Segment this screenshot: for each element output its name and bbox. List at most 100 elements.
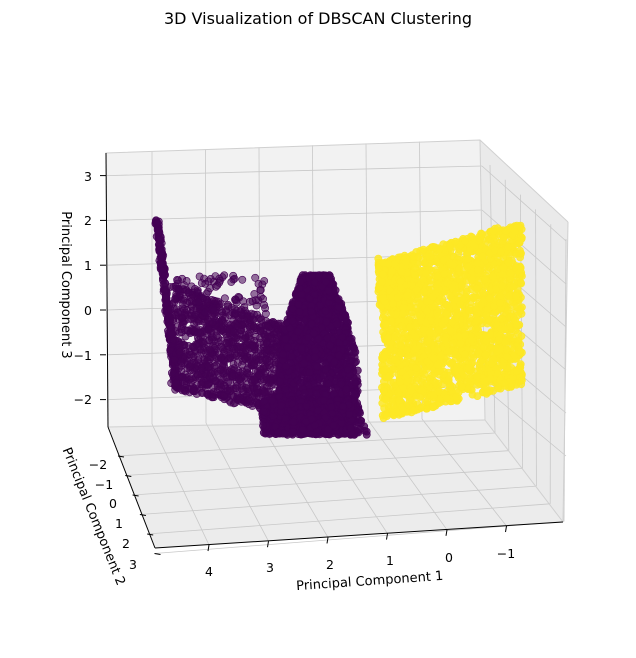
scatter-point	[346, 423, 355, 432]
scatter-point	[235, 393, 244, 402]
scatter-point	[343, 365, 352, 374]
grid-line-x	[365, 143, 369, 421]
scatter-point	[205, 345, 214, 354]
scatter-point	[248, 341, 257, 350]
x-tick	[505, 525, 507, 533]
scatter-point	[204, 325, 213, 334]
scatter-point	[324, 379, 333, 388]
scatter-point	[181, 332, 190, 341]
scatter-point	[197, 279, 206, 288]
scatter-point	[198, 388, 206, 397]
scatter-point	[216, 366, 225, 375]
scatter-point	[186, 362, 195, 371]
scatter-point	[307, 320, 316, 328]
y-axis-line	[107, 426, 156, 549]
scatter-point	[204, 380, 212, 389]
scatter-point	[193, 286, 202, 295]
scatter-point	[309, 329, 318, 338]
scatter-point	[345, 410, 354, 419]
scatter-point	[262, 345, 271, 354]
scatter-point	[222, 373, 231, 382]
grid-line-z	[481, 209, 567, 285]
scatter-point	[311, 353, 319, 362]
floor-pane	[108, 420, 563, 548]
scatter-point	[261, 368, 270, 377]
scatter-point	[208, 318, 217, 326]
scatter-point	[233, 381, 241, 390]
scatter-point	[160, 271, 169, 280]
scatter-point	[245, 329, 253, 338]
scatter-point	[294, 300, 303, 309]
scatter-point	[260, 277, 269, 285]
scatter-point	[212, 327, 221, 336]
scatter-point	[301, 417, 310, 426]
scatter-point	[154, 226, 163, 235]
scatter-point	[169, 317, 177, 325]
scatter-point	[297, 290, 306, 299]
grid-line-z	[106, 165, 483, 176]
scatter-point	[338, 333, 347, 342]
scatter-point	[254, 370, 263, 379]
scatter-point	[198, 337, 207, 346]
scatter-point	[170, 355, 179, 364]
scatter-point	[162, 293, 171, 302]
scatter-point	[189, 353, 198, 362]
y-tick	[125, 475, 132, 477]
scatter-point	[260, 397, 268, 406]
grid-line-z	[481, 165, 567, 242]
grid-line-y	[117, 432, 496, 457]
scatter-point	[321, 278, 330, 286]
scatter-point	[250, 290, 259, 298]
scatter-point	[243, 313, 252, 321]
scatter-point	[200, 308, 209, 317]
scatter-point	[183, 306, 191, 315]
z-axis-line	[105, 152, 109, 428]
scatter-point	[314, 335, 323, 343]
scatter-point	[279, 350, 287, 359]
scatter-point	[245, 297, 254, 306]
scatter-point	[350, 344, 359, 353]
scatter-point	[262, 338, 271, 347]
scatter-point	[296, 278, 305, 286]
scatter-point	[351, 378, 360, 387]
y-tick	[132, 494, 139, 497]
scatter-point	[220, 271, 229, 280]
scatter-point	[302, 402, 311, 411]
scatter-point	[300, 388, 309, 397]
scatter-point	[266, 378, 275, 387]
grid-line-x	[205, 422, 269, 542]
scatter-point	[177, 325, 186, 333]
scatter-point	[288, 399, 296, 408]
scatter-point	[232, 352, 241, 360]
scatter-point	[259, 294, 267, 303]
scatter-point	[220, 294, 229, 303]
y-tick	[117, 455, 125, 458]
scatter-point	[298, 425, 307, 434]
scatter-point	[238, 275, 247, 284]
scatter-point	[294, 327, 303, 336]
scatter-point	[154, 217, 163, 226]
scatter-point	[281, 385, 290, 394]
scatter-point	[217, 307, 226, 315]
scatter-point	[310, 278, 319, 287]
scatter-point	[221, 339, 230, 347]
scatter-point	[288, 316, 297, 325]
scatter-point	[287, 352, 296, 361]
y-tick	[139, 514, 146, 516]
scatter-point	[167, 368, 176, 377]
scatter-point	[204, 277, 213, 286]
chart-title: 3D Visualization of DBSCAN Clustering	[164, 9, 472, 28]
scatter-point	[231, 334, 240, 343]
tick-marks	[100, 175, 507, 555]
scatter-point	[262, 327, 271, 336]
scatter-point	[311, 421, 319, 430]
scatter-point	[329, 421, 338, 430]
scatter-point	[250, 359, 259, 368]
scatter-point	[217, 353, 226, 362]
scatter-point	[256, 352, 265, 361]
scatter-point	[209, 373, 218, 382]
scatter-point	[177, 357, 185, 366]
scatter-point	[286, 324, 294, 332]
scatter-point	[276, 377, 284, 386]
